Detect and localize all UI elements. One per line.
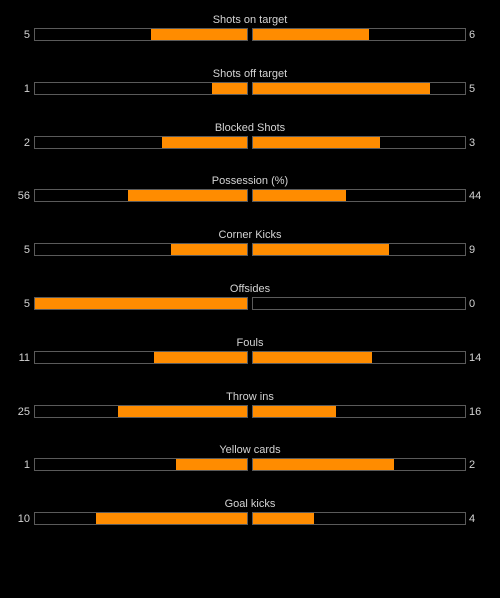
away-value: 16 bbox=[469, 405, 482, 418]
away-value: 6 bbox=[469, 29, 476, 41]
home-bar-track bbox=[34, 81, 248, 95]
stat-label: Yellow cards bbox=[219, 444, 281, 457]
away-bar-fill bbox=[253, 136, 381, 148]
away-bar-track bbox=[252, 81, 466, 95]
home-bar-fill bbox=[211, 82, 247, 94]
home-bar-fill bbox=[95, 513, 247, 525]
away-value: 9 bbox=[469, 244, 476, 257]
home-bar-track bbox=[34, 404, 248, 418]
stat-row: Fouls 11 14 bbox=[0, 331, 500, 371]
away-bar-track bbox=[252, 404, 466, 418]
away-value: 4 bbox=[469, 513, 476, 526]
home-bar-track bbox=[34, 189, 248, 203]
away-bar-fill bbox=[253, 244, 390, 256]
away-bar-track bbox=[252, 243, 466, 257]
away-bar-track bbox=[252, 135, 466, 149]
stat-label: Blocked Shots bbox=[214, 121, 286, 134]
home-value: 5 bbox=[23, 29, 30, 41]
home-value: 2 bbox=[23, 136, 30, 149]
home-bar-fill bbox=[162, 136, 247, 148]
away-value: 44 bbox=[469, 190, 482, 203]
away-bar-track bbox=[252, 189, 466, 203]
stat-label: Shots off target bbox=[212, 67, 288, 80]
home-value: 56 bbox=[17, 190, 30, 203]
away-bar-fill bbox=[253, 459, 395, 471]
stat-row: Corner Kicks 5 9 bbox=[0, 223, 500, 263]
stat-row: Offsides 5 0 bbox=[0, 277, 500, 317]
home-bar-track bbox=[34, 135, 248, 149]
stat-label: Throw ins bbox=[226, 390, 274, 403]
home-bar-track bbox=[34, 512, 248, 526]
away-value: 3 bbox=[469, 136, 476, 149]
stat-label: Offsides bbox=[229, 283, 271, 295]
stat-row: Throw ins 25 16 bbox=[0, 385, 500, 425]
home-bar-track bbox=[34, 297, 248, 310]
stat-row: Yellow cards 1 2 bbox=[0, 438, 500, 478]
away-value: 0 bbox=[469, 298, 476, 310]
home-bar-fill bbox=[176, 459, 247, 471]
stat-row: Blocked Shots 2 3 bbox=[0, 116, 500, 156]
away-bar-track bbox=[252, 512, 466, 526]
away-value: 2 bbox=[469, 459, 476, 472]
stat-label: Goal kicks bbox=[224, 498, 276, 511]
away-bar-track bbox=[252, 350, 466, 364]
away-bar-track bbox=[252, 458, 466, 472]
home-value: 1 bbox=[23, 459, 30, 472]
home-bar-track bbox=[34, 243, 248, 257]
home-value: 1 bbox=[23, 82, 30, 95]
home-value: 5 bbox=[23, 298, 30, 310]
home-bar-fill bbox=[35, 298, 247, 309]
away-bar-fill bbox=[253, 513, 314, 525]
home-bar-fill bbox=[153, 351, 247, 363]
home-value: 25 bbox=[17, 405, 30, 418]
away-value: 14 bbox=[469, 351, 482, 364]
home-bar-track bbox=[34, 28, 248, 41]
home-value: 11 bbox=[18, 351, 30, 364]
stat-row: Possession (%) 56 44 bbox=[0, 169, 500, 209]
home-bar-fill bbox=[128, 190, 247, 202]
away-bar-fill bbox=[253, 190, 347, 202]
away-bar-track bbox=[252, 28, 466, 41]
stat-row: Goal kicks 10 4 bbox=[0, 492, 500, 532]
home-bar-fill bbox=[150, 29, 247, 40]
away-bar-track bbox=[252, 297, 466, 310]
away-bar-fill bbox=[253, 405, 336, 417]
away-bar-fill bbox=[253, 29, 369, 40]
home-bar-fill bbox=[117, 405, 247, 417]
home-bar-track bbox=[34, 458, 248, 472]
stat-label: Corner Kicks bbox=[218, 229, 282, 242]
stat-row: Shots on target 5 6 bbox=[0, 8, 500, 48]
stat-row: Shots off target 1 5 bbox=[0, 62, 500, 102]
away-value: 5 bbox=[469, 82, 476, 95]
stat-label: Possession (%) bbox=[211, 175, 289, 188]
away-bar-fill bbox=[253, 82, 430, 94]
stat-label: Fouls bbox=[236, 336, 264, 349]
home-bar-track bbox=[34, 350, 248, 364]
stat-label: Shots on target bbox=[212, 14, 288, 26]
home-value: 5 bbox=[23, 244, 30, 257]
away-bar-fill bbox=[253, 351, 372, 363]
home-bar-fill bbox=[171, 244, 247, 256]
home-value: 10 bbox=[17, 513, 30, 526]
